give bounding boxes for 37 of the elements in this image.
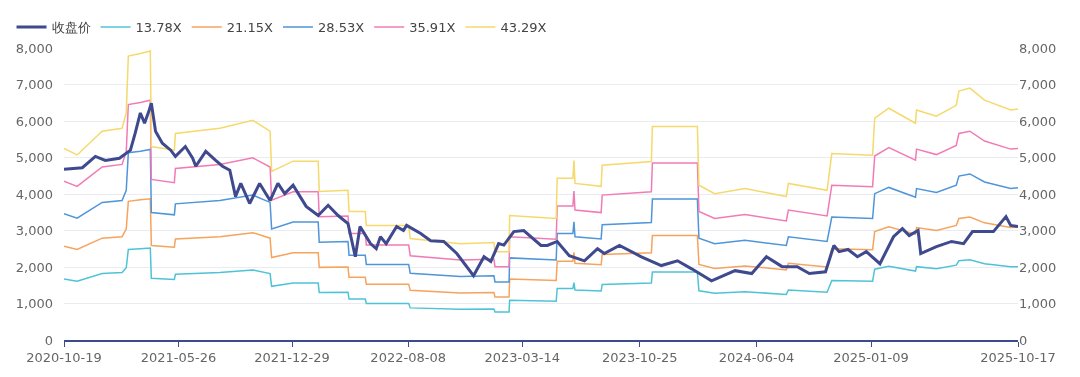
x-tick-label: 2021-05-26 [140, 350, 217, 366]
y-tick-label: 7,000 [15, 77, 53, 93]
y-tick-label: 3,000 [15, 223, 53, 239]
line-series [64, 50, 1018, 253]
y2-tick-label: 5,000 [1019, 150, 1057, 166]
legend-label: 43.29X [500, 20, 547, 36]
x-tick-label: 2025-10-17 [980, 350, 1056, 366]
line-series [64, 198, 1018, 298]
legend-label: 13.78X [135, 20, 182, 36]
y-tick-label: 2,000 [15, 259, 53, 275]
y-tick-label: 0 [44, 332, 53, 348]
y2-tick-label: 2,000 [1019, 259, 1057, 275]
x-tick-label: 2023-03-14 [484, 350, 560, 366]
y-tick-label: 4,000 [15, 186, 53, 202]
x-tick-label: 2020-10-19 [26, 350, 102, 366]
y2-tick-label: 0 [1019, 332, 1028, 348]
y2-tick-label: 3,000 [1019, 223, 1057, 239]
y2-tick-label: 6,000 [1019, 113, 1057, 129]
x-tick-label: 2022-08-08 [370, 350, 446, 366]
y2-tick-label: 4,000 [1019, 186, 1057, 202]
y-tick-label: 8,000 [15, 40, 53, 56]
y-tick-label: 6,000 [15, 113, 53, 129]
x-tick-label: 2021-12-29 [254, 350, 330, 366]
x-tick-label: 2023-10-25 [602, 350, 678, 366]
legend-label: 21.15X [226, 20, 273, 36]
line-series [64, 247, 1018, 313]
y2-tick-label: 1,000 [1019, 296, 1057, 312]
legend-label: 28.53X [317, 20, 365, 36]
legend-label: 35.91X [409, 20, 456, 36]
line-series [64, 148, 1018, 283]
legend-label: 收盘价 [51, 20, 91, 36]
y2-tick-label: 8,000 [1019, 40, 1057, 56]
y-tick-label: 5,000 [15, 150, 53, 166]
y-tick-label: 1,000 [15, 296, 53, 312]
x-tick-label: 2025-01-09 [833, 350, 909, 366]
y2-tick-label: 7,000 [1019, 77, 1057, 93]
x-tick-label: 2024-06-04 [718, 350, 795, 366]
